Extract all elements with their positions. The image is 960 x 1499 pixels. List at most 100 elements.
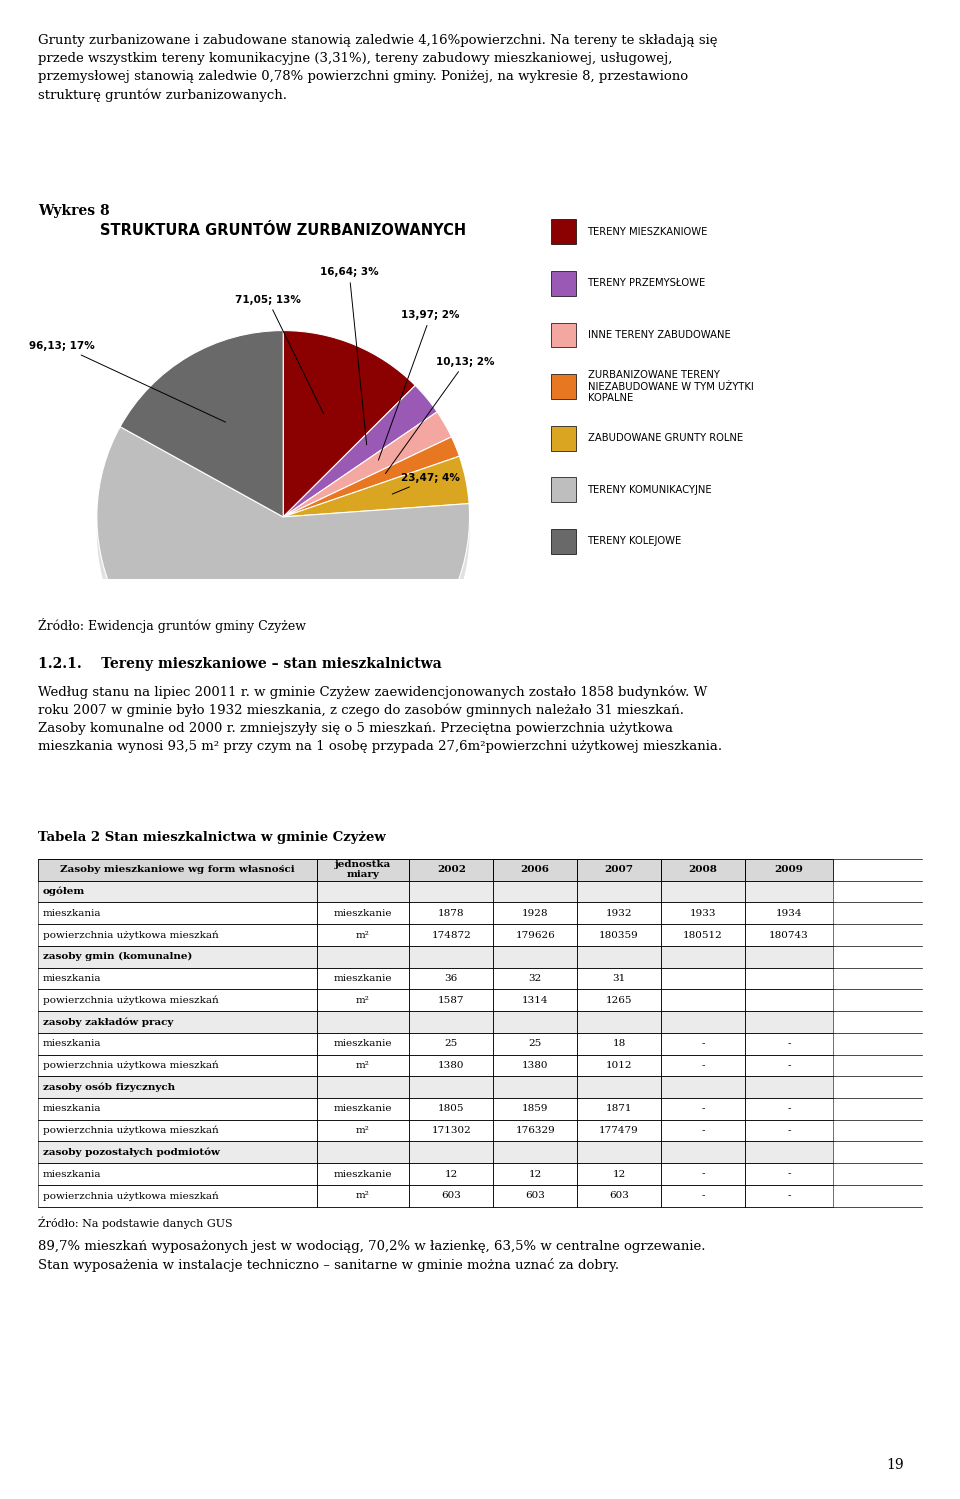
- Bar: [317, 902, 409, 923]
- Text: 603: 603: [525, 1192, 545, 1201]
- Bar: [661, 1163, 745, 1184]
- Text: Tabela 2 Stan mieszkalnictwa w gminie Czyżew: Tabela 2 Stan mieszkalnictwa w gminie Cz…: [38, 832, 386, 844]
- Bar: [577, 880, 661, 902]
- Text: 2006: 2006: [520, 865, 550, 874]
- Bar: [745, 1163, 833, 1184]
- Bar: [409, 989, 493, 1010]
- Text: m²: m²: [356, 995, 370, 1004]
- Bar: [493, 1142, 577, 1163]
- Bar: [409, 1163, 493, 1184]
- Bar: [317, 1163, 409, 1184]
- Text: zasoby zakładów pracy: zasoby zakładów pracy: [43, 1018, 173, 1027]
- Text: m²: m²: [356, 931, 370, 940]
- Bar: [38, 1184, 317, 1207]
- Bar: [317, 989, 409, 1010]
- Wedge shape: [283, 436, 460, 517]
- Text: 12: 12: [612, 1169, 626, 1178]
- Text: jednostka
miary: jednostka miary: [335, 860, 391, 880]
- Bar: [745, 1184, 833, 1207]
- Bar: [409, 923, 493, 946]
- Bar: [551, 426, 576, 451]
- Text: 96,13; 17%: 96,13; 17%: [29, 342, 226, 423]
- Bar: [38, 1163, 317, 1184]
- Bar: [317, 1184, 409, 1207]
- Bar: [317, 946, 409, 968]
- Wedge shape: [283, 400, 437, 532]
- Bar: [661, 989, 745, 1010]
- Bar: [661, 1120, 745, 1142]
- Bar: [661, 1033, 745, 1055]
- Text: -: -: [787, 1105, 791, 1114]
- Wedge shape: [283, 385, 437, 517]
- Bar: [317, 859, 409, 880]
- Bar: [317, 1097, 409, 1120]
- Text: zasoby pozostałych podmiotów: zasoby pozostałych podmiotów: [43, 1148, 220, 1157]
- Text: ZABUDOWANE GRUNTY ROLNE: ZABUDOWANE GRUNTY ROLNE: [588, 433, 743, 444]
- Text: 176329: 176329: [516, 1126, 555, 1135]
- Bar: [577, 1163, 661, 1184]
- Bar: [317, 923, 409, 946]
- Text: 71,05; 13%: 71,05; 13%: [235, 294, 324, 414]
- Text: mieszkania: mieszkania: [43, 908, 102, 917]
- Wedge shape: [283, 472, 469, 532]
- Bar: [38, 1055, 317, 1076]
- Text: m²: m²: [356, 1126, 370, 1135]
- Text: TERENY PRZEMYSŁOWE: TERENY PRZEMYSŁOWE: [588, 279, 706, 288]
- Text: 603: 603: [610, 1192, 629, 1201]
- Bar: [551, 219, 576, 244]
- Text: mieszkanie: mieszkanie: [334, 1169, 393, 1178]
- Bar: [317, 1120, 409, 1142]
- Bar: [745, 923, 833, 946]
- Text: 25: 25: [529, 1039, 541, 1048]
- Bar: [317, 968, 409, 989]
- Text: 1380: 1380: [438, 1061, 465, 1070]
- Bar: [745, 902, 833, 923]
- Text: 171302: 171302: [431, 1126, 471, 1135]
- Text: -: -: [787, 1039, 791, 1048]
- Text: TERENY MIESZKANIOWE: TERENY MIESZKANIOWE: [588, 226, 708, 237]
- Bar: [493, 1055, 577, 1076]
- Text: 2008: 2008: [688, 865, 717, 874]
- Bar: [745, 1033, 833, 1055]
- Bar: [409, 1033, 493, 1055]
- Bar: [317, 1010, 409, 1033]
- Bar: [745, 880, 833, 902]
- Text: 2002: 2002: [437, 865, 466, 874]
- Bar: [577, 968, 661, 989]
- Bar: [409, 946, 493, 968]
- Bar: [551, 529, 576, 553]
- Text: 177479: 177479: [599, 1126, 639, 1135]
- Text: 180512: 180512: [684, 931, 723, 940]
- Text: 1934: 1934: [776, 908, 803, 917]
- Text: 36: 36: [444, 974, 458, 983]
- Bar: [409, 1076, 493, 1097]
- Text: 25: 25: [444, 1039, 458, 1048]
- Text: mieszkanie: mieszkanie: [334, 1105, 393, 1114]
- Text: Grunty zurbanizowane i zabudowane stanowią zaledwie 4,16%powierzchni. Na tereny : Grunty zurbanizowane i zabudowane stanow…: [38, 34, 718, 102]
- Bar: [661, 859, 745, 880]
- Bar: [38, 1120, 317, 1142]
- Bar: [409, 1010, 493, 1033]
- Text: Wykres 8: Wykres 8: [38, 204, 110, 219]
- Text: mieszkania: mieszkania: [43, 1105, 102, 1114]
- Text: 12: 12: [444, 1169, 458, 1178]
- Wedge shape: [120, 331, 283, 517]
- Text: 18: 18: [612, 1039, 626, 1048]
- Bar: [317, 1055, 409, 1076]
- Bar: [661, 1142, 745, 1163]
- Bar: [577, 1184, 661, 1207]
- Bar: [38, 1142, 317, 1163]
- Bar: [38, 946, 317, 968]
- Text: mieszkanie: mieszkanie: [334, 974, 393, 983]
- Text: ZURBANIZOWANE TERENY
NIEZABUDOWANE W TYM UŻYTKI
KOPALNE: ZURBANIZOWANE TERENY NIEZABUDOWANE W TYM…: [588, 370, 754, 403]
- Bar: [577, 1076, 661, 1097]
- Text: 603: 603: [442, 1192, 461, 1201]
- Text: Źródło: Na podstawie danych GUS: Źródło: Na podstawie danych GUS: [38, 1217, 233, 1229]
- Wedge shape: [283, 453, 460, 532]
- Text: 1928: 1928: [522, 908, 548, 917]
- Bar: [317, 880, 409, 902]
- Bar: [661, 1055, 745, 1076]
- Bar: [577, 989, 661, 1010]
- Text: -: -: [787, 1126, 791, 1135]
- Text: -: -: [701, 1126, 705, 1135]
